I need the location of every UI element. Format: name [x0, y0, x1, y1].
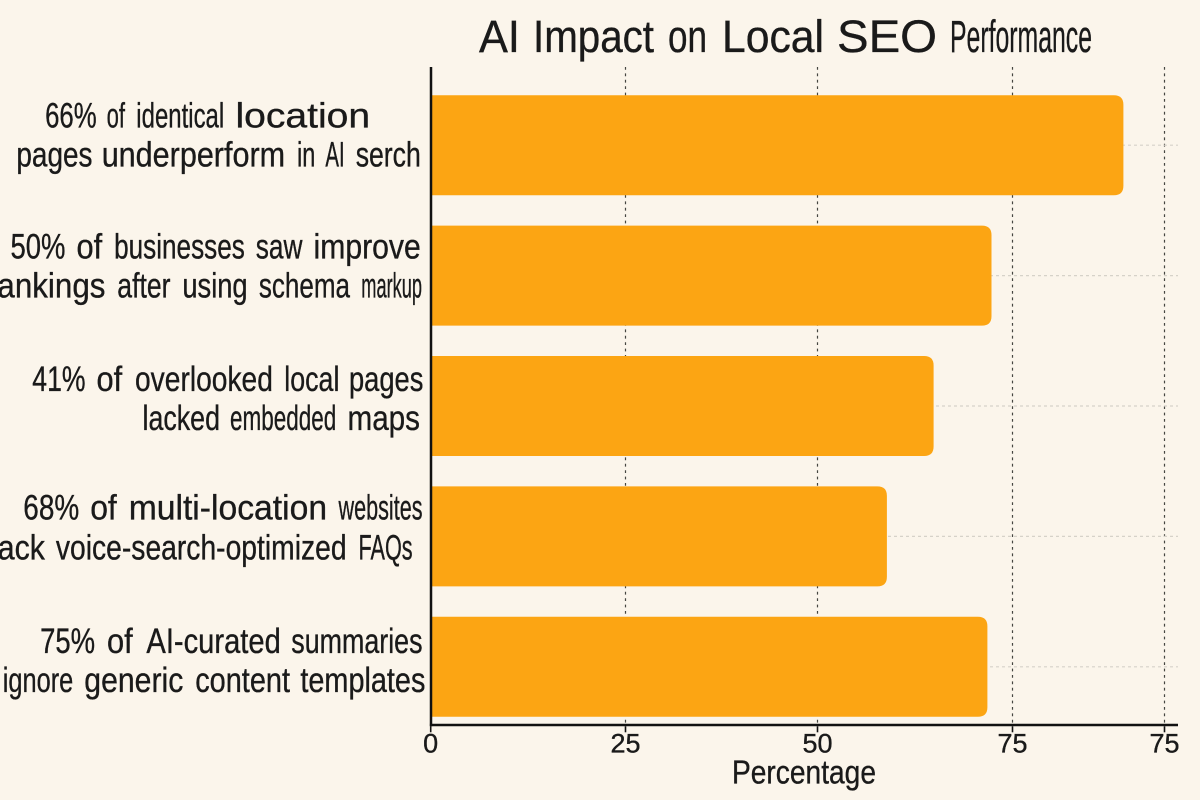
- svg-text:75: 75: [997, 729, 1027, 759]
- svg-text:75%: 75%: [40, 622, 95, 661]
- svg-text:68%: 68%: [23, 489, 79, 528]
- svg-text:50%: 50%: [11, 228, 66, 267]
- svg-text:of: of: [77, 228, 103, 267]
- svg-text:pages: pages: [16, 136, 92, 175]
- svg-text:Performance: Performance: [950, 11, 1092, 62]
- svg-text:improve: improve: [314, 228, 421, 267]
- svg-text:AI-curated: AI-curated: [146, 622, 280, 661]
- svg-text:in: in: [297, 136, 315, 175]
- svg-text:after: after: [117, 267, 170, 306]
- svg-text:lacked: lacked: [143, 399, 221, 438]
- svg-text:markup: markup: [361, 267, 422, 306]
- svg-text:Impact: Impact: [533, 11, 654, 62]
- svg-text:SEO: SEO: [837, 11, 937, 62]
- svg-text:of: of: [97, 360, 123, 399]
- svg-text:schema: schema: [259, 267, 350, 306]
- svg-text:serch: serch: [356, 136, 421, 175]
- svg-text:voice-search-optimized: voice-search-optimized: [56, 529, 347, 568]
- svg-text:local: local: [284, 360, 339, 399]
- svg-text:ignore: ignore: [3, 661, 74, 700]
- svg-text:66%: 66%: [45, 97, 97, 136]
- svg-text:75: 75: [1149, 729, 1179, 759]
- svg-text:of: of: [90, 489, 117, 528]
- svg-text:of: of: [107, 97, 126, 136]
- svg-text:Local: Local: [722, 11, 824, 62]
- svg-text:AI: AI: [325, 136, 344, 175]
- svg-text:summaries: summaries: [291, 622, 422, 661]
- svg-text:of: of: [107, 622, 133, 661]
- svg-text:AI: AI: [479, 11, 520, 62]
- svg-text:content: content: [195, 661, 290, 700]
- svg-text:41%: 41%: [32, 360, 85, 399]
- svg-text:maps: maps: [348, 399, 421, 438]
- svg-text:overlooked: overlooked: [135, 360, 273, 399]
- svg-text:25: 25: [610, 729, 640, 759]
- svg-text:Percentage: Percentage: [732, 753, 876, 790]
- svg-text:FAQs: FAQs: [359, 529, 413, 568]
- svg-text:on: on: [668, 11, 707, 62]
- svg-text:using: using: [182, 267, 247, 306]
- svg-text:lack: lack: [0, 529, 45, 568]
- svg-text:pages: pages: [349, 360, 423, 399]
- svg-text:embedded: embedded: [230, 399, 336, 438]
- svg-text:rankings: rankings: [0, 267, 105, 306]
- svg-text:websites: websites: [338, 489, 423, 528]
- svg-text:identical: identical: [136, 97, 224, 136]
- svg-text:location: location: [236, 97, 371, 136]
- svg-text:businesses: businesses: [114, 228, 245, 267]
- svg-text:50: 50: [802, 729, 832, 759]
- svg-text:saw: saw: [256, 228, 303, 267]
- svg-text:underperform: underperform: [102, 136, 285, 175]
- svg-text:templates: templates: [300, 661, 425, 700]
- svg-text:generic: generic: [84, 661, 183, 700]
- svg-text:0: 0: [423, 729, 438, 759]
- svg-text:multi-location: multi-location: [129, 489, 327, 528]
